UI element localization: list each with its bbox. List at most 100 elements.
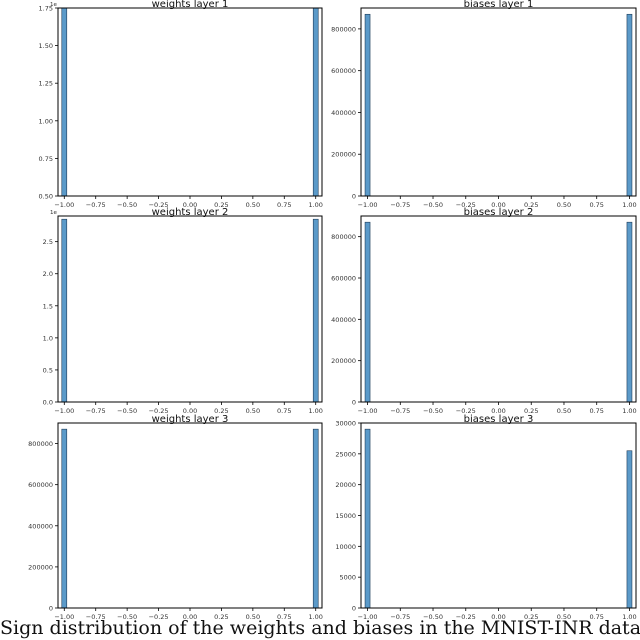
y-tick-label: 2.5 xyxy=(43,238,53,246)
x-tick-label: −1.00 xyxy=(54,407,74,415)
y-tick-label: 0.0 xyxy=(43,399,53,407)
x-tick-label: −0.50 xyxy=(117,201,137,209)
y-tick-label: 1.50 xyxy=(39,42,53,50)
y-tick-label: 1.75 xyxy=(39,5,53,13)
y-tick-label: 0 xyxy=(352,193,356,201)
subplot-6: biases layer 3 −1.00 −0.75 −0.50 −0.25 0.00 0.… xyxy=(335,414,636,621)
axis-offset-text: 1e xyxy=(50,2,57,8)
x-tick-label: −1.00 xyxy=(54,613,74,621)
y-tick-label: 200000 xyxy=(331,151,356,159)
axes-frame xyxy=(57,7,323,197)
x-tick-label: −0.75 xyxy=(390,613,410,621)
x-tick-label: 0.00 xyxy=(491,613,505,621)
subplot-title: biases layer 2 xyxy=(464,207,534,218)
y-tick-label: 800000 xyxy=(28,440,53,448)
x-tick-label: 0.25 xyxy=(214,407,228,415)
histogram-bar xyxy=(364,221,371,403)
y-tick-label: 600000 xyxy=(331,275,356,283)
histogram-bar xyxy=(364,428,371,609)
y-tick-label: 0 xyxy=(352,399,356,407)
subplot-title: biases layer 3 xyxy=(464,414,534,425)
x-tick-label: 1.00 xyxy=(622,407,636,415)
y-tick-label: 1.00 xyxy=(39,117,53,125)
y-tick-label: 0.5 xyxy=(43,366,53,374)
y-tick-label: 600000 xyxy=(28,481,53,489)
x-tick-label: −0.25 xyxy=(149,613,169,621)
x-tick-label: 0.00 xyxy=(183,407,197,415)
y-tick-label: 5000 xyxy=(339,574,356,582)
histogram-bar xyxy=(626,13,633,197)
x-tick-label: 0.75 xyxy=(277,201,291,209)
histogram-bar xyxy=(626,450,633,609)
x-tick-label: 0.00 xyxy=(491,201,505,209)
y-tick-label: 400000 xyxy=(331,109,356,117)
x-tick-label: −0.75 xyxy=(390,407,410,415)
x-tick-label: −0.75 xyxy=(86,201,106,209)
x-tick-label: 1.00 xyxy=(308,613,322,621)
y-tick-label: 1.25 xyxy=(39,80,53,88)
x-tick-label: −0.75 xyxy=(390,201,410,209)
y-tick-label: 20000 xyxy=(335,481,356,489)
subplot-title: weights layer 3 xyxy=(152,414,229,425)
x-tick-label: 1.00 xyxy=(308,201,322,209)
x-tick-label: 0.25 xyxy=(524,201,538,209)
axes-frame xyxy=(57,422,323,609)
x-tick-label: −0.25 xyxy=(456,613,476,621)
y-tick-label: 0 xyxy=(352,605,356,613)
x-tick-label: −0.75 xyxy=(86,407,106,415)
y-tick-label: 800000 xyxy=(331,233,356,241)
x-tick-label: 0.25 xyxy=(214,201,228,209)
y-tick-label: 200000 xyxy=(28,563,53,571)
subplot-5: weights layer 3 −1.00 −0.75 −0.50 −0.25 0.00 0… xyxy=(28,414,323,621)
x-tick-label: −1.00 xyxy=(358,407,378,415)
axes-frame xyxy=(360,422,637,609)
x-tick-label: −0.50 xyxy=(117,407,137,415)
y-tick-label: 800000 xyxy=(331,25,356,33)
x-tick-label: 0.75 xyxy=(589,407,603,415)
subplot-title: weights layer 1 xyxy=(152,0,229,10)
subplot-title: biases layer 1 xyxy=(464,0,534,10)
y-tick-label: 1.0 xyxy=(43,334,53,342)
x-tick-label: −0.50 xyxy=(423,613,443,621)
x-tick-label: 0.50 xyxy=(557,613,571,621)
x-tick-label: −1.00 xyxy=(54,201,74,209)
histogram-bar xyxy=(312,7,319,197)
x-tick-label: −0.25 xyxy=(456,407,476,415)
subplot-1: weights layer 1 −1.00 −0.75 −0.50 −0.25 0.00 0… xyxy=(39,0,323,209)
x-tick-label: −0.50 xyxy=(423,407,443,415)
x-tick-label: 0.75 xyxy=(277,407,291,415)
x-tick-label: 0.00 xyxy=(183,201,197,209)
y-tick-label: 10000 xyxy=(335,543,356,551)
x-tick-label: 0.50 xyxy=(246,201,260,209)
x-tick-label: 0.25 xyxy=(524,407,538,415)
y-tick-label: 400000 xyxy=(331,316,356,324)
y-tick-label: 2.0 xyxy=(43,270,53,278)
histogram-bar xyxy=(312,218,319,403)
histogram-bar xyxy=(626,221,633,403)
x-tick-label: −0.25 xyxy=(456,201,476,209)
figure-caption: Sign distribution of the weights and bia… xyxy=(0,617,640,639)
y-tick-label: 0.50 xyxy=(39,193,53,201)
x-tick-label: 0.75 xyxy=(589,201,603,209)
x-tick-label: −0.75 xyxy=(86,613,106,621)
axes-frame xyxy=(360,215,637,403)
subplot-title: weights layer 2 xyxy=(152,207,229,218)
x-tick-label: 0.50 xyxy=(246,613,260,621)
histogram-bar xyxy=(61,7,68,197)
y-tick-label: 600000 xyxy=(331,67,356,75)
x-tick-label: 0.75 xyxy=(589,613,603,621)
x-tick-label: 1.00 xyxy=(308,407,322,415)
x-tick-label: −0.25 xyxy=(149,407,169,415)
x-tick-label: 0.00 xyxy=(491,407,505,415)
x-tick-label: 0.50 xyxy=(557,407,571,415)
x-tick-label: −1.00 xyxy=(358,201,378,209)
x-tick-label: 1.00 xyxy=(622,613,636,621)
x-tick-label: 1.00 xyxy=(622,201,636,209)
x-tick-label: 0.75 xyxy=(277,613,291,621)
y-tick-label: 0.75 xyxy=(39,155,53,163)
axes-frame xyxy=(360,7,637,197)
axis-offset-text: 1e xyxy=(50,210,57,216)
x-tick-label: 0.25 xyxy=(524,613,538,621)
x-tick-label: −1.00 xyxy=(358,613,378,621)
